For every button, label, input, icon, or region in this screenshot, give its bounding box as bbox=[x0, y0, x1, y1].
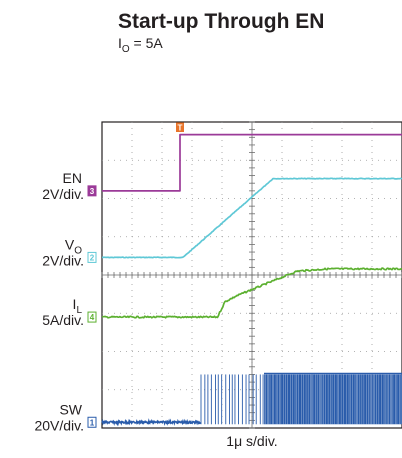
channel-number-sw: 1 bbox=[90, 418, 95, 427]
channel-scale-en: 2V/div. bbox=[42, 186, 84, 202]
trigger-marker-label: T bbox=[178, 124, 183, 133]
channel-markers: 3 2 4 1 T bbox=[87, 122, 184, 428]
channel-label-en: EN bbox=[63, 170, 82, 186]
channel-label-sw: SW bbox=[59, 401, 82, 417]
channel-number-vo: 2 bbox=[90, 253, 95, 262]
channel-number-il: 4 bbox=[90, 313, 95, 322]
trigger-marker bbox=[176, 123, 184, 132]
chart-subtitle: IO = 5A bbox=[118, 35, 163, 55]
chart-title: Start-up Through EN bbox=[118, 10, 324, 33]
plot-grid bbox=[101, 121, 402, 429]
channel-scale-il: 5A/div. bbox=[42, 312, 84, 328]
channel-marker-il bbox=[87, 311, 97, 323]
channel-scale-sw: 20V/div. bbox=[34, 417, 84, 433]
channel-label-il: IL bbox=[73, 296, 83, 316]
plot-traces bbox=[101, 133, 402, 427]
channel-label-vo: VO bbox=[65, 236, 82, 256]
trace-sw-baseline bbox=[101, 418, 202, 427]
x-axis-label: 1μ s/div. bbox=[226, 433, 277, 449]
channel-marker-en bbox=[87, 185, 97, 197]
trace-en bbox=[102, 133, 402, 192]
channel-scale-vo: 2V/div. bbox=[42, 252, 84, 268]
trace-vo bbox=[102, 177, 402, 259]
channel-marker-sw bbox=[87, 416, 97, 428]
trace-il bbox=[101, 267, 402, 319]
channel-number-en: 3 bbox=[90, 187, 95, 196]
channel-marker-vo bbox=[87, 251, 97, 263]
